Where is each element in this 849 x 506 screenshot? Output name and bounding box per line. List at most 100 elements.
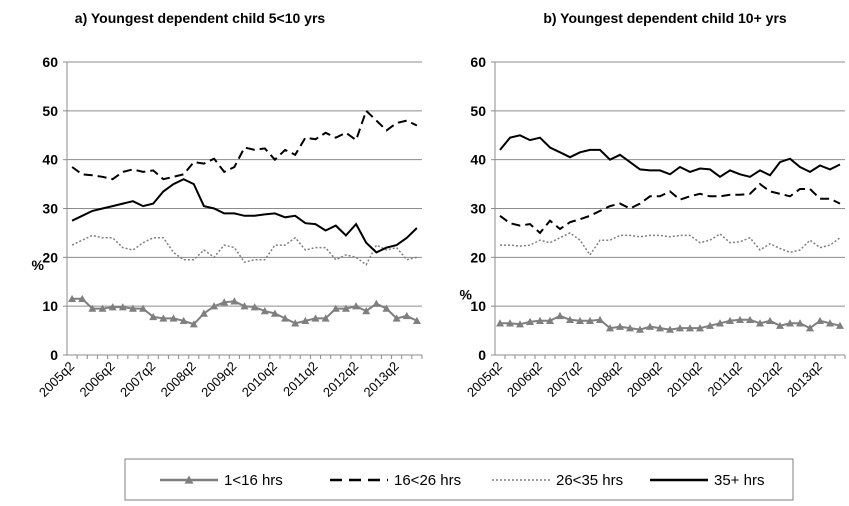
x-tick-label: 2011q2 <box>280 359 321 400</box>
data-point <box>78 294 87 303</box>
data-point <box>756 319 764 327</box>
y-tick-label: 0 <box>50 347 58 363</box>
series-line <box>71 108 418 181</box>
x-tick-label: 2005q2 <box>36 359 77 400</box>
data-point <box>556 311 564 320</box>
data-point <box>402 311 411 320</box>
data-point <box>270 309 279 317</box>
data-point <box>382 304 391 312</box>
x-tick-label: 2006q2 <box>504 359 545 400</box>
legend-label: 26<35 hrs <box>556 472 623 489</box>
legend-label: 1<16 hrs <box>224 472 283 489</box>
data-point <box>362 307 371 315</box>
data-point <box>260 307 269 315</box>
data-point <box>291 319 300 327</box>
x-tick-label: 2011q2 <box>705 359 746 400</box>
data-point <box>596 315 604 324</box>
data-point <box>626 324 634 332</box>
data-point <box>220 298 229 306</box>
legend-marker <box>184 475 194 484</box>
chart-title: b) Youngest dependent child 10+ yrs <box>543 10 787 26</box>
series-line <box>71 234 418 266</box>
data-point <box>240 302 249 310</box>
data-point <box>341 304 350 312</box>
data-point <box>616 322 624 330</box>
x-tick-label: 2007q2 <box>117 359 158 400</box>
data-point <box>826 319 834 327</box>
series-line <box>499 182 841 235</box>
data-point <box>250 303 259 311</box>
series-line <box>500 232 841 257</box>
data-point <box>716 319 724 327</box>
data-point <box>149 312 158 321</box>
y-axis-label: % <box>460 286 473 302</box>
y-tick-label: 30 <box>42 201 58 217</box>
data-point <box>108 303 117 311</box>
data-point <box>352 302 361 310</box>
y-tick-label: 60 <box>42 54 58 70</box>
data-point <box>128 304 137 312</box>
data-point <box>576 316 584 325</box>
data-point <box>536 316 544 325</box>
data-point <box>656 324 664 332</box>
y-tick-label: 10 <box>42 298 58 314</box>
data-point <box>301 316 310 325</box>
x-tick-label: 2009q2 <box>198 359 239 400</box>
data-point <box>372 299 381 307</box>
data-point <box>68 294 77 303</box>
x-tick-label: 2010q2 <box>239 359 280 400</box>
data-point <box>189 320 198 328</box>
x-tick-label: 2008q2 <box>584 359 625 400</box>
series-line <box>499 134 841 179</box>
data-point <box>321 314 330 322</box>
chart-title: a) Youngest dependent child 5<10 yrs <box>75 10 326 26</box>
data-point <box>118 303 127 311</box>
data-point <box>736 315 744 324</box>
legend-label: 16<26 hrs <box>394 472 461 489</box>
data-point <box>796 319 804 327</box>
data-point <box>816 316 824 325</box>
data-point <box>98 304 107 312</box>
x-tick-label: 2007q2 <box>544 359 585 400</box>
data-point <box>586 316 594 325</box>
data-point <box>766 316 774 325</box>
y-axis-label: % <box>32 257 45 273</box>
data-point <box>546 316 554 325</box>
data-point <box>392 314 401 322</box>
data-point <box>516 320 524 328</box>
y-tick-label: 10 <box>470 298 486 314</box>
x-tick-label: 2013q2 <box>784 359 825 400</box>
data-point <box>331 304 340 312</box>
x-tick-label: 2010q2 <box>664 359 705 400</box>
data-point <box>776 321 784 329</box>
y-tick-label: 0 <box>478 347 486 363</box>
data-point <box>506 319 514 327</box>
x-tick-label: 2005q2 <box>464 359 505 400</box>
data-point <box>606 324 614 332</box>
data-point <box>706 321 714 329</box>
data-point <box>666 325 674 333</box>
data-point <box>496 319 504 327</box>
y-tick-label: 20 <box>470 249 486 265</box>
data-point <box>210 302 219 310</box>
data-point <box>199 309 208 317</box>
data-point <box>786 319 794 327</box>
data-point <box>179 316 188 325</box>
data-point <box>159 314 168 322</box>
data-point <box>686 324 694 332</box>
x-tick-label: 2012q2 <box>320 359 361 400</box>
x-tick-label: 2008q2 <box>158 359 199 400</box>
y-tick-label: 40 <box>470 152 486 168</box>
data-point <box>696 324 704 332</box>
data-point <box>311 314 320 322</box>
data-point <box>526 317 534 325</box>
data-point <box>746 315 754 324</box>
y-tick-label: 40 <box>42 152 58 168</box>
data-point <box>636 325 644 333</box>
x-tick-label: 2013q2 <box>360 359 401 400</box>
data-point <box>281 314 290 322</box>
y-tick-label: 30 <box>470 201 486 217</box>
data-point <box>139 304 148 312</box>
y-tick-label: 20 <box>42 249 58 265</box>
